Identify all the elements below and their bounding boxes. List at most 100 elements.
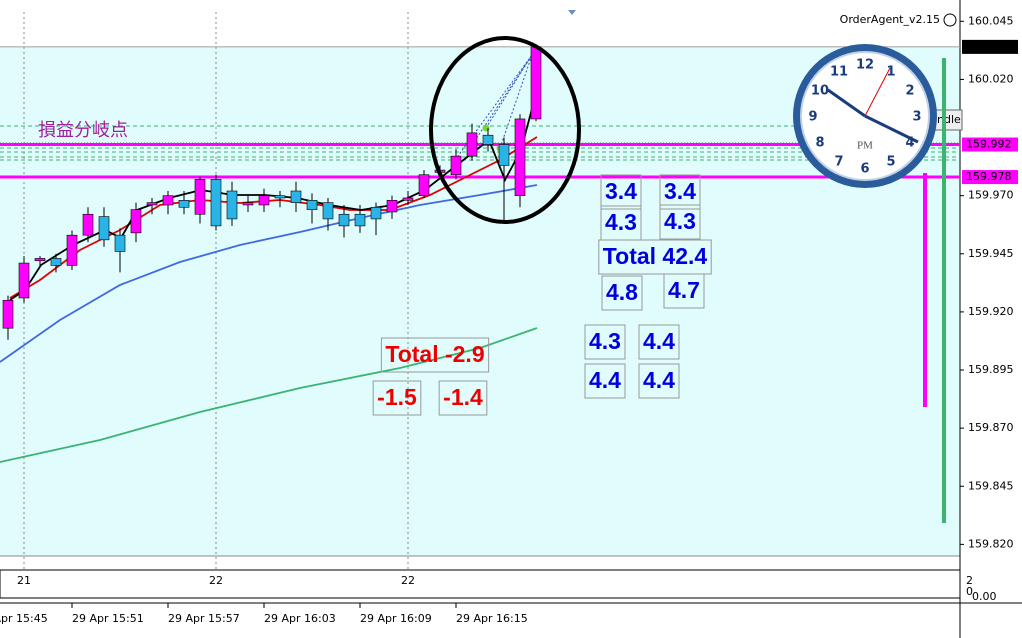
candle-body: [98, 216, 110, 241]
annotation: 4.4: [643, 367, 675, 393]
candle-body: [466, 132, 478, 157]
y-tick-label: 159.945: [968, 247, 1014, 260]
clock-number: 4: [906, 136, 915, 151]
annotation-box: [598, 239, 712, 275]
annotation: 4.4: [643, 328, 675, 354]
x-tick-label: 29 Apr 15:45: [0, 612, 48, 625]
candle-body: [18, 262, 30, 299]
clock-number: 6: [860, 162, 869, 177]
candle-body: [66, 234, 78, 266]
highlight-ellipse: [429, 36, 581, 224]
fan-line: [499, 54, 533, 149]
clock-number: 2: [906, 84, 915, 99]
candle-body: [386, 200, 398, 213]
annotation: -1.4: [443, 384, 483, 410]
y-tick-label: 159.920: [968, 305, 1014, 318]
candle-body: [242, 202, 254, 206]
clock-number: 8: [815, 136, 824, 151]
y-tick-label: 159.870: [968, 421, 1014, 434]
annotation-box: [638, 363, 680, 399]
annotation-box: [663, 273, 705, 309]
clock-number: 5: [886, 155, 895, 170]
annotation: 4.3: [589, 328, 621, 354]
annotation: 4.3: [664, 208, 696, 234]
candle-body: [50, 258, 62, 266]
candle-body: [482, 134, 494, 145]
annotation: 4.8: [606, 279, 638, 305]
annotation-box: [601, 275, 643, 311]
candle-body: [178, 200, 190, 208]
annotation-box: [438, 380, 488, 416]
candle-body: [274, 195, 286, 199]
candle-body: [498, 144, 510, 166]
candle-body: [306, 200, 318, 210]
clock-number: 3: [912, 110, 921, 125]
fan-line: [469, 54, 533, 149]
annotation-box: [380, 337, 490, 373]
ea-smiley: [943, 13, 957, 27]
x-tick-label: 29 Apr 15:51: [72, 612, 144, 625]
candle-body: [2, 299, 14, 329]
candle-body: [354, 213, 366, 227]
x-tick-label: 29 Apr 16:09: [360, 612, 432, 625]
day-label: 22: [401, 574, 415, 587]
price-label-box: [962, 170, 1018, 185]
annotation-box: [638, 324, 680, 360]
second-hand: [864, 67, 891, 117]
annotation: -1.5: [377, 384, 417, 410]
candles: [2, 46, 542, 340]
x-tick-label: 29 Apr 15:57: [168, 612, 240, 625]
annotation: Total 42.4: [603, 243, 708, 269]
annotation: 3.4: [605, 178, 637, 204]
candle-body: [210, 179, 222, 227]
ea-title: OrderAgent_v2.15: [840, 13, 940, 26]
x-tick-label: 29 Apr 16:03: [264, 612, 336, 625]
candle-body: [226, 190, 238, 220]
candle-body: [322, 202, 334, 220]
ma-slow: [0, 327, 538, 463]
price-label: 159.978: [966, 170, 1012, 183]
annotation-box: [584, 324, 626, 360]
moving-averages: [0, 89, 538, 463]
annotation: 3.4: [664, 178, 696, 204]
annotation-box: [659, 204, 701, 240]
clock-number: 11: [830, 64, 848, 79]
indicator-window: [0, 569, 961, 599]
annotation-box: [600, 174, 642, 210]
price-label-box: [962, 39, 1018, 54]
candle-body: [450, 155, 462, 176]
price-label: 159.992: [966, 138, 1012, 151]
candle-body: [258, 195, 270, 206]
y-tick-label: 159.895: [968, 363, 1014, 376]
indicator-label: 0: [966, 585, 973, 598]
annotation-box: [584, 363, 626, 399]
button-label[interactable]: ndle: [937, 113, 961, 126]
annotation-box: [372, 380, 422, 416]
y-tick-label: 159.845: [968, 479, 1014, 492]
price-label: 160.034: [966, 40, 1012, 53]
candle-body: [290, 190, 302, 203]
clock-number: 9: [808, 110, 817, 125]
breakeven-label: 損益分岐点: [38, 120, 128, 141]
indicator-label: 2: [966, 574, 973, 587]
candle-body: [130, 209, 142, 234]
y-tick-label: 160.020: [968, 72, 1014, 85]
candle-body: [82, 213, 94, 236]
ma-line: [9, 89, 538, 301]
candle-body: [194, 179, 206, 215]
hour-hand: [827, 88, 866, 118]
clock-number: 1: [886, 64, 895, 79]
y-tick-label: 159.970: [968, 189, 1014, 202]
candle-body: [162, 195, 174, 206]
candle-body: [146, 202, 158, 206]
clock-label: PM: [857, 140, 873, 152]
candle-body: [370, 206, 382, 220]
candle-body: [402, 197, 414, 201]
candle-body: [514, 118, 526, 196]
indicator-label: 0.00: [972, 590, 997, 603]
annotation: 4.4: [589, 367, 621, 393]
x-tick-label: 29 Apr 16:15: [456, 612, 528, 625]
